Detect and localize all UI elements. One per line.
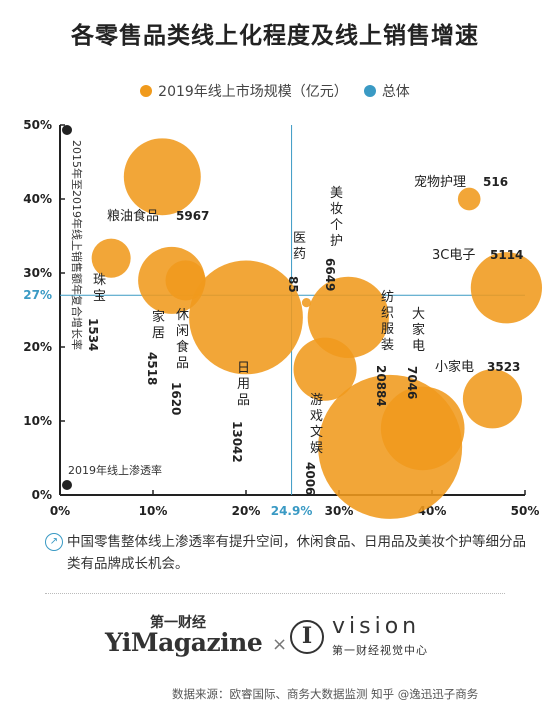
bubble-value: 1534 (86, 318, 100, 351)
bubble-label: 宝 (93, 289, 106, 304)
vision-cn-label: 第一财经视觉中心 (332, 644, 428, 657)
legend-item-size: 2019年线上市场规模（亿元） (140, 81, 348, 101)
legend: 2019年线上市场规模（亿元） 总体 (0, 81, 550, 101)
bubble-value: 516 (483, 175, 508, 189)
y-tick-label: 50% (23, 118, 52, 132)
y-axis-arrow-icon (62, 125, 72, 135)
bubble-label: 品 (176, 356, 189, 371)
source-text: 数据来源：欧睿国际、商务大数据监测 知乎 @逸迅迅子商务 (172, 687, 479, 701)
bubble-value: 7046 (405, 366, 419, 399)
bubble (91, 238, 131, 278)
x-axis-arrow-icon (62, 480, 72, 490)
bubble-chart: 0% 10% 20% 30% 40% 50%0%10%20%30%40%50%24.9%2… (23, 118, 543, 519)
note-text: 中国零售整体线上渗透率有提升空间，休闲食品、日用品及美妆个护等细分品类有品牌成长… (67, 534, 526, 572)
orange-dot-icon (140, 85, 153, 97)
bubble (380, 386, 465, 471)
brand-footer: 第一财经 YiMagazine × I vision 第一财经视觉中心 (0, 608, 550, 668)
bubble (301, 298, 312, 308)
bubble-label: 护 (330, 234, 343, 249)
bubble-label: 居 (152, 326, 165, 341)
yimagazine-logo: YiMagazine (105, 628, 263, 657)
bubble-label: 纺 (381, 290, 394, 305)
bubble-label: 家 (412, 322, 425, 338)
y-axis-title: 2015年至2019年线上销售额年复合增长率 (70, 140, 84, 350)
bubble-label: 游 (310, 393, 323, 408)
bubble-label: 休 (176, 308, 189, 323)
bubble-label: 粮油食品 (107, 208, 159, 224)
legend-size-label: 2019年线上市场规模（亿元） (158, 84, 348, 100)
bubble-value: 6649 (323, 258, 337, 291)
bubble-value: 4518 (145, 352, 159, 385)
bubble (293, 337, 357, 401)
bubble-value: 5967 (176, 209, 209, 223)
bubble (189, 260, 303, 375)
bubble-label: 文 (310, 425, 323, 440)
x-tick-label: 0% (50, 504, 70, 518)
legend-item-overall: 总体 (363, 81, 410, 101)
x-axis-title: 2019年线上渗透率 (68, 463, 162, 477)
share-icon: ↗ (45, 533, 63, 551)
bubble (462, 369, 523, 429)
bubble-value: 5114 (490, 248, 523, 262)
bubble-label: 妆 (330, 202, 343, 217)
bubble (470, 252, 543, 324)
bubble-label: 食 (176, 339, 189, 355)
bubble-label: 珠 (93, 273, 106, 288)
y-tick-label: 20% (23, 340, 52, 354)
y-tick-label: 30% (23, 266, 52, 280)
bubble-label: 宠物护理 (414, 174, 466, 190)
reference-y-label: 27% (23, 288, 52, 302)
y-tick-label: 0% (32, 488, 52, 502)
bubble-label: 日 (237, 361, 250, 376)
bubble-label: 药 (293, 247, 306, 262)
bubble-value: 85 (286, 276, 300, 293)
bubble-label: 3C电子 (432, 248, 475, 263)
bubble (457, 187, 481, 211)
bubble-label: 服 (381, 322, 394, 337)
bubble-label: 家 (152, 309, 165, 325)
y-tick-label: 10% (23, 414, 52, 428)
bubble-label: 医 (293, 231, 306, 246)
bubble-value: 3523 (487, 360, 520, 374)
bubble-label: 品 (237, 393, 250, 408)
bubble-label: 织 (381, 306, 394, 321)
brand-cn-label: 第一财经 (150, 615, 206, 631)
blue-dot-icon (363, 85, 376, 97)
bubble-label: 个 (330, 218, 343, 233)
note: ↗ 中国零售整体线上渗透率有提升空间，休闲食品、日用品及美妆个护等细分品类有品牌… (45, 531, 535, 575)
divider (45, 593, 505, 594)
bubble-label: 戏 (310, 409, 323, 424)
x-tick-label: 50% (511, 504, 540, 518)
bubble-value: 1620 (169, 382, 183, 415)
bubble (123, 138, 201, 216)
legend-overall-label: 总体 (381, 84, 410, 100)
x-tick-label: 20% (232, 504, 261, 518)
bubble-label: 美 (330, 186, 343, 201)
vision-logo-icon: I (290, 620, 324, 654)
bubble-value: 13042 (230, 421, 244, 463)
bubble (165, 260, 206, 301)
bubble-label: 用 (237, 377, 250, 392)
bubble-label: 闲 (176, 324, 189, 339)
bubble-value: 20884 (374, 365, 388, 407)
bubble-value: 4006 (303, 462, 317, 495)
bubble-label: 装 (381, 338, 394, 353)
bubble-label: 小家电 (435, 359, 474, 375)
bubble-label: 电 (412, 339, 425, 354)
chart-title: 各零售品类线上化程度及线上销售增速 (71, 23, 479, 49)
cross-icon: × (272, 634, 288, 655)
bubble (307, 276, 389, 359)
bubble-label: 娱 (310, 441, 323, 456)
y-tick-label: 40% (23, 192, 52, 206)
reference-x-label: 24.9% (271, 504, 313, 518)
x-tick-label: 30% (325, 504, 354, 518)
bubble-label: 大 (412, 307, 425, 322)
vision-wordmark: vision (332, 614, 421, 639)
x-tick-label: 10% (139, 504, 168, 518)
